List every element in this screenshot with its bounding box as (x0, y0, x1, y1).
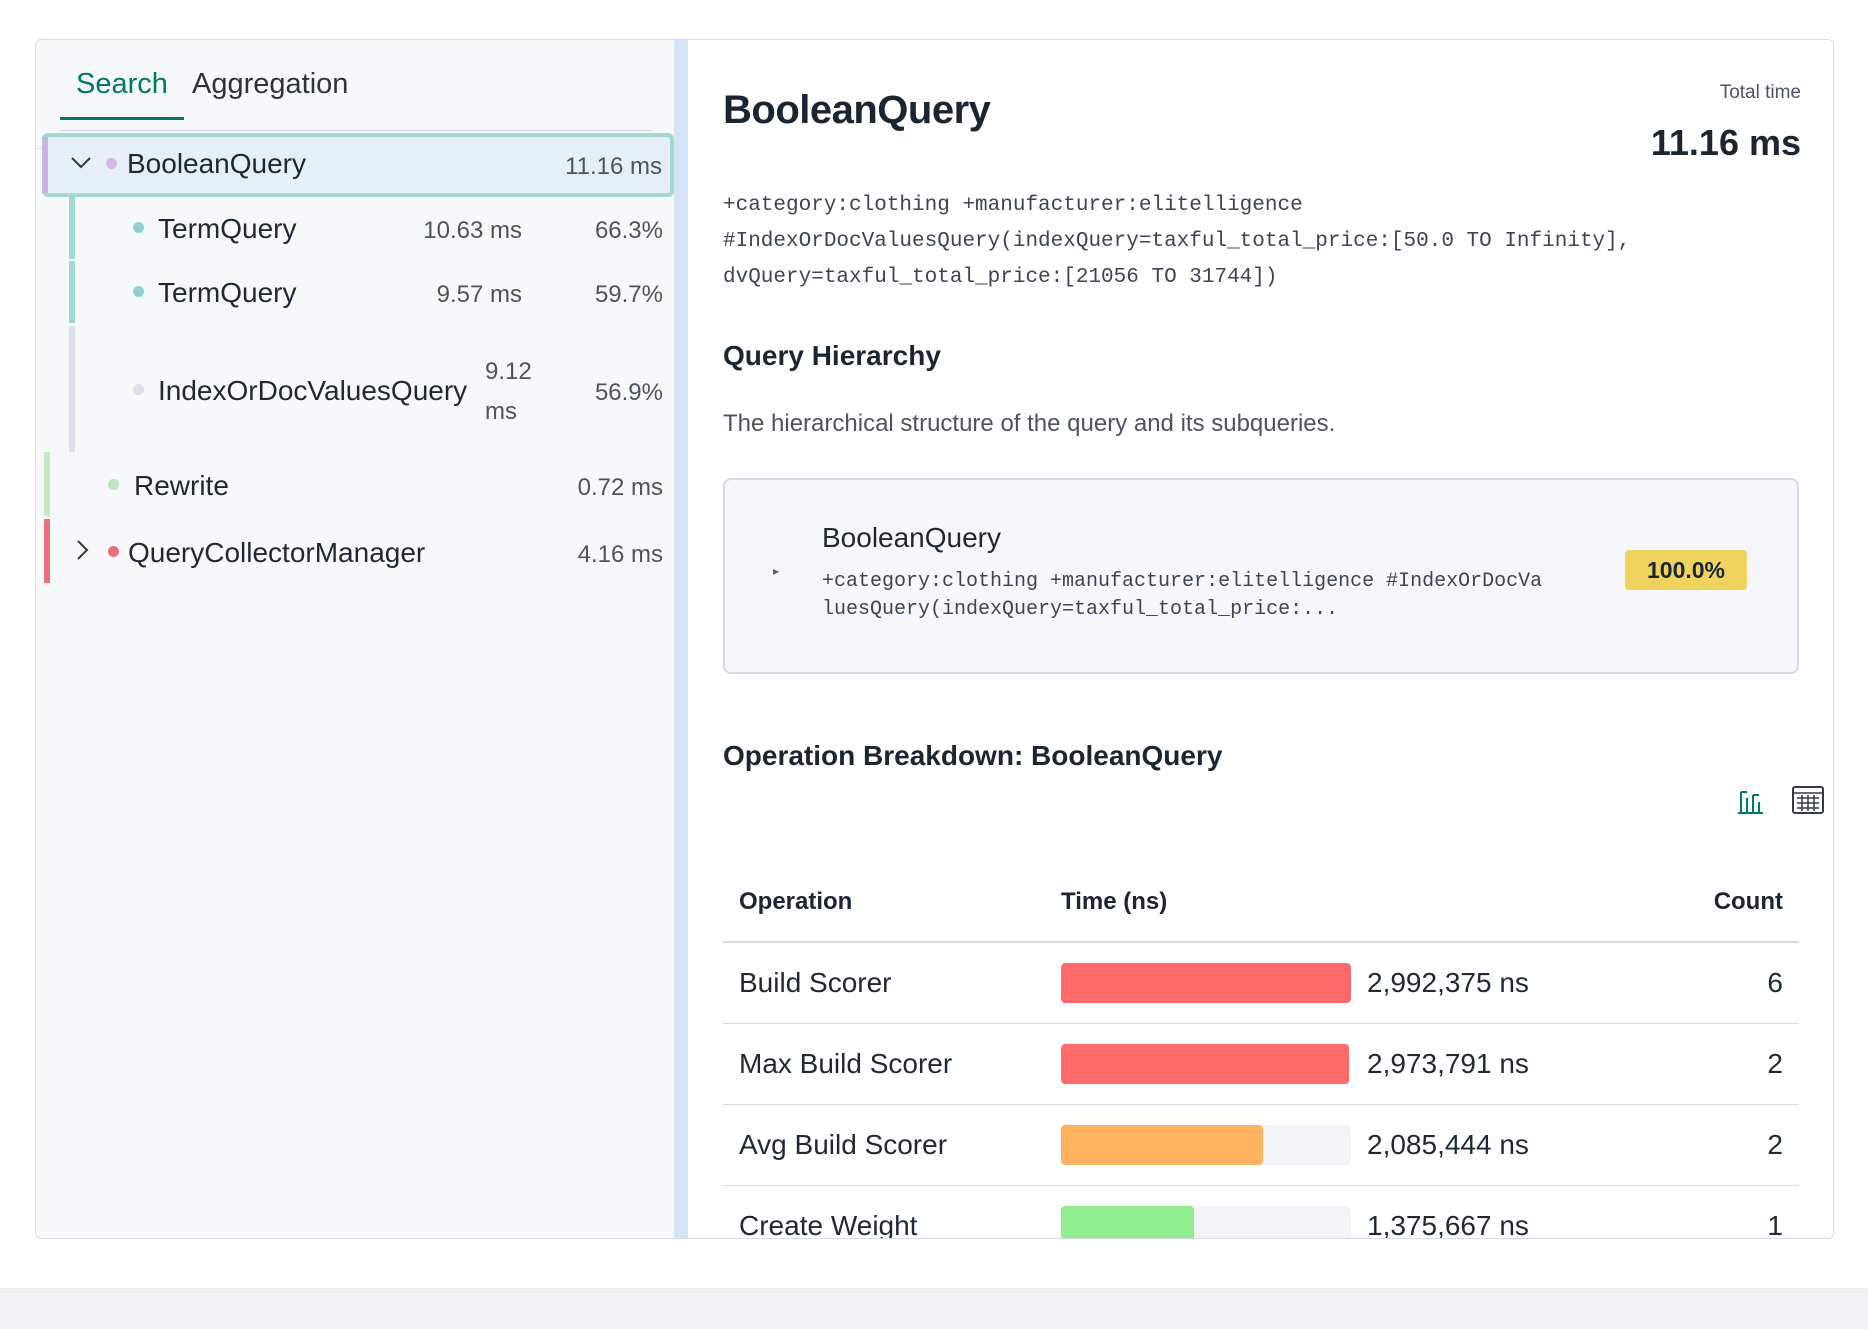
tab-aggregation[interactable]: Aggregation (192, 68, 349, 100)
tree-row-color-bar (69, 326, 75, 452)
tree-row-label: QueryCollectorManager (128, 537, 426, 568)
operation-name: Avg Build Scorer (723, 1104, 1045, 1186)
status-dot (133, 222, 144, 233)
operation-time: 2,992,375 ns (1367, 967, 1529, 998)
hierarchy-heading: Query Hierarchy (723, 340, 941, 371)
column-header-time[interactable]: Time (ns) (1045, 863, 1672, 943)
status-dot (133, 384, 144, 395)
time-bar-fill (1061, 1044, 1350, 1084)
time-bar-track (1061, 1125, 1351, 1165)
tab-bar: Search Aggregation (60, 40, 652, 131)
operation-time: 2,973,791 ns (1367, 1048, 1529, 1079)
total-time-label: Total time (1719, 82, 1801, 103)
hierarchy-node-name: BooleanQuery (822, 522, 1002, 553)
tree-row-querycollectormanager[interactable]: QueryCollectorManager 4.16 ms (42, 519, 674, 583)
tree-row-time: 4.16 ms (577, 541, 663, 568)
tree-row-label: IndexOrDocValuesQuery (158, 375, 468, 406)
tree-row-rewrite[interactable]: Rewrite 0.72 ms (42, 452, 674, 516)
table-row: Build Scorer 2,992,375 ns 6 (723, 942, 1799, 1024)
operation-time: 1,375,667 ns (1367, 1210, 1529, 1239)
tree-row-termquery[interactable]: TermQuery 10.63 ms 66.3% (42, 197, 674, 259)
time-bar-track (1061, 963, 1351, 1003)
operation-time-cell: 2,973,791 ns (1045, 1023, 1672, 1105)
percent-badge: 100.0% (1625, 550, 1747, 590)
table-header-row: Operation Time (ns) Count (723, 863, 1799, 943)
tree-row-color-bar (42, 137, 48, 193)
panel-resize-handle[interactable] (674, 40, 688, 1238)
tree-row-percent: 66.3% (594, 217, 663, 244)
tree-row-label: TermQuery (158, 277, 297, 308)
column-header-operation[interactable]: Operation (723, 863, 1045, 943)
tree-row-time: 9.57 ms (436, 281, 522, 308)
page-footer (0, 1288, 1868, 1329)
tree-row-label: Rewrite (134, 470, 229, 501)
operation-time-cell: 2,992,375 ns (1045, 942, 1672, 1024)
operation-time: 2,085,444 ns (1367, 1129, 1529, 1160)
tree-row-time-unit: ms (485, 398, 517, 425)
operation-time-cell: 2,085,444 ns (1045, 1104, 1672, 1186)
query-tree-panel: Search Aggregation BooleanQuery 11.16 ms… (36, 40, 674, 1238)
tree-row-color-bar (69, 261, 75, 323)
status-dot (106, 158, 117, 169)
status-dot (133, 286, 144, 297)
breakdown-heading: Operation Breakdown: BooleanQuery (723, 740, 1223, 771)
hierarchy-description: The hierarchical structure of the query … (723, 410, 1336, 437)
operation-count: 2 (1671, 1104, 1799, 1186)
operation-time-cell: 1,375,667 ns (1045, 1185, 1672, 1239)
table-row: Max Build Scorer 2,973,791 ns 2 (723, 1023, 1799, 1105)
operation-breakdown-table: Operation Time (ns) Count Build Scorer 2,… (723, 863, 1799, 1239)
operation-count: 6 (1671, 942, 1799, 1024)
page-title: BooleanQuery (723, 88, 991, 132)
time-bar-fill (1061, 963, 1351, 1003)
total-time-value: 11.16 ms (1650, 122, 1801, 163)
tree-row-booleanquery[interactable]: BooleanQuery 11.16 ms (42, 133, 674, 197)
tree-row-time: 9.12 (485, 358, 532, 385)
operation-name: Create Weight (723, 1185, 1045, 1238)
time-bar-track (1061, 1044, 1351, 1084)
table-icon[interactable] (1788, 780, 1828, 820)
table-row: Avg Build Scorer 2,085,444 ns 2 (723, 1104, 1799, 1186)
chevron-down-icon[interactable] (68, 150, 94, 183)
caret-right-icon[interactable]: ▸ (773, 564, 780, 578)
query-detail-panel: BooleanQuery Total time 11.16 ms +catego… (688, 40, 1833, 1238)
hierarchy-tree: ▸ BooleanQuery +category:clothing +manuf… (723, 478, 1799, 674)
column-header-count[interactable]: Count (1671, 863, 1799, 943)
tree-row-percent: 56.9% (594, 379, 663, 406)
time-bar-fill (1061, 1206, 1195, 1238)
operation-count: 1 (1671, 1185, 1799, 1238)
tree-row-termquery[interactable]: TermQuery 9.57 ms 59.7% (42, 261, 674, 323)
tree-row-color-bar (69, 197, 75, 259)
bar-chart-icon[interactable] (1733, 780, 1773, 820)
hierarchy-node-desc: +category:clothing +manufacturer:elitell… (822, 570, 1543, 621)
status-dot (108, 479, 119, 490)
operation-count: 2 (1671, 1023, 1799, 1105)
tree-row-time: 10.63 ms (423, 217, 522, 244)
query-description: +category:clothing +manufacturer:elitell… (723, 194, 1631, 289)
operation-name: Build Scorer (723, 942, 1045, 1024)
tree-row-indexordocvaluesquery[interactable]: IndexOrDocValuesQuery 9.12 ms 56.9% (42, 326, 674, 452)
profiler-card: Search Aggregation BooleanQuery 11.16 ms… (35, 39, 1834, 1239)
tree-row-time: 0.72 ms (577, 474, 663, 501)
tab-search[interactable]: Search (60, 68, 184, 120)
tree-row-percent: 59.7% (594, 281, 663, 308)
tree-row-label: TermQuery (158, 213, 297, 244)
tree-row-color-bar (44, 452, 50, 516)
tree-row-time: 11.16 ms (565, 153, 662, 180)
operation-name: Max Build Scorer (723, 1023, 1045, 1105)
tree-row-color-bar (44, 519, 50, 583)
time-bar-fill (1061, 1125, 1264, 1165)
chevron-right-icon[interactable] (70, 537, 96, 570)
status-dot (108, 546, 119, 557)
time-bar-track (1061, 1206, 1351, 1238)
table-row: Create Weight 1,375,667 ns 1 (723, 1185, 1799, 1239)
tree-row-label: BooleanQuery (127, 148, 307, 179)
